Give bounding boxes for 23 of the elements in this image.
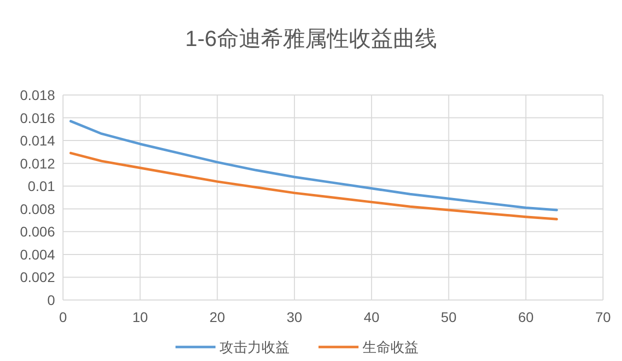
chart-title: 1-6命迪希雅属性收益曲线	[185, 26, 437, 51]
y-tick-label: 0.016	[20, 110, 56, 126]
x-tick-label: 30	[286, 309, 302, 325]
line-series	[69, 152, 558, 220]
y-tick-label: 0.004	[20, 246, 56, 262]
y-tick-label: 0.008	[20, 200, 56, 217]
x-tick-label: 20	[209, 309, 226, 325]
x-tick-label: 0	[59, 309, 68, 325]
y-tick-label: 0.002	[20, 269, 56, 286]
y-tick-label: 0	[47, 292, 56, 308]
x-tick-label: 40	[364, 309, 380, 325]
legend-label: 攻击力收益	[220, 339, 290, 355]
x-tick-label: 10	[132, 309, 148, 325]
y-tick-label: 0.018	[20, 87, 56, 103]
x-tick-label: 60	[518, 309, 534, 325]
line-series	[69, 120, 558, 212]
legend-label: 生命收益	[362, 339, 418, 355]
y-tick-label: 0.012	[20, 155, 56, 172]
x-tick-label: 50	[440, 309, 457, 325]
y-tick-label: 0.01	[28, 178, 56, 194]
x-tick-label: 70	[595, 309, 611, 325]
y-tick-label: 0.006	[20, 224, 56, 240]
y-tick-label: 0.014	[20, 132, 56, 149]
